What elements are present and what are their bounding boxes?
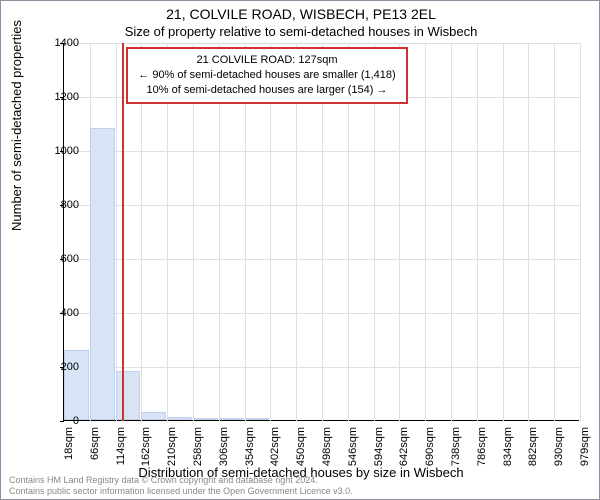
chart-title: 21, COLVILE ROAD, WISBECH, PE13 2EL (1, 6, 600, 22)
ytick-label: 400 (61, 307, 79, 319)
footer-attribution: Contains HM Land Registry data © Crown c… (9, 475, 353, 497)
plot-region: 21 COLVILE ROAD: 127sqm← 90% of semi-det… (63, 43, 579, 421)
histogram-bar (193, 418, 218, 420)
ytick-label: 200 (61, 361, 79, 373)
gridline-v (451, 43, 452, 421)
histogram-bar (116, 371, 141, 420)
ytick-label: 1200 (55, 91, 79, 103)
xtick-label: 162sqm (140, 427, 152, 467)
ytick-label: 600 (61, 253, 79, 265)
gridline-v (554, 43, 555, 421)
histogram-bar (245, 418, 270, 420)
xtick-label: 450sqm (295, 427, 307, 467)
xtick-label: 258sqm (192, 427, 204, 467)
ytick-mark (60, 421, 64, 422)
xtick-label: 642sqm (398, 427, 410, 467)
xtick-label: 498sqm (321, 427, 333, 467)
chart-subtitle: Size of property relative to semi-detach… (1, 24, 600, 39)
info-box-line: 21 COLVILE ROAD: 127sqm (138, 53, 395, 68)
xtick-label: 690sqm (424, 427, 436, 467)
xtick-label: 306sqm (218, 427, 230, 467)
gridline-v (477, 43, 478, 421)
xtick-label: 546sqm (347, 427, 359, 467)
xtick-label: 354sqm (244, 427, 256, 467)
property-marker-line (122, 43, 124, 421)
histogram-bar (219, 418, 244, 420)
ytick-label: 0 (73, 415, 79, 427)
gridline-v (503, 43, 504, 421)
gridline-v (580, 43, 581, 421)
histogram-bar (167, 417, 192, 420)
xtick-label: 66sqm (89, 427, 101, 467)
footer-line-1: Contains HM Land Registry data © Crown c… (9, 475, 353, 486)
xtick-label: 786sqm (476, 427, 488, 467)
chart-area: 21 COLVILE ROAD: 127sqm← 90% of semi-det… (63, 43, 579, 421)
footer-line-2: Contains public sector information licen… (9, 486, 353, 497)
xtick-label: 882sqm (527, 427, 539, 467)
ytick-label: 1000 (55, 145, 79, 157)
chart-container: 21, COLVILE ROAD, WISBECH, PE13 2EL Size… (0, 0, 600, 500)
histogram-bar (90, 128, 115, 420)
ytick-label: 800 (61, 199, 79, 211)
xtick-label: 930sqm (553, 427, 565, 467)
xtick-label: 738sqm (450, 427, 462, 467)
histogram-bar (141, 412, 166, 420)
xtick-label: 594sqm (373, 427, 385, 467)
info-box-line: 10% of semi-detached houses are larger (… (138, 83, 395, 98)
y-axis-label: Number of semi-detached properties (9, 20, 24, 231)
gridline-v (528, 43, 529, 421)
info-box-line: ← 90% of semi-detached houses are smalle… (138, 68, 395, 83)
xtick-label: 402sqm (269, 427, 281, 467)
xtick-label: 18sqm (63, 427, 75, 467)
gridline-v (116, 43, 117, 421)
property-info-box: 21 COLVILE ROAD: 127sqm← 90% of semi-det… (126, 47, 407, 104)
ytick-label: 1400 (55, 37, 79, 49)
xtick-label: 114sqm (115, 427, 127, 467)
gridline-v (425, 43, 426, 421)
xtick-label: 834sqm (502, 427, 514, 467)
xtick-label: 979sqm (579, 427, 591, 467)
xtick-label: 210sqm (166, 427, 178, 467)
